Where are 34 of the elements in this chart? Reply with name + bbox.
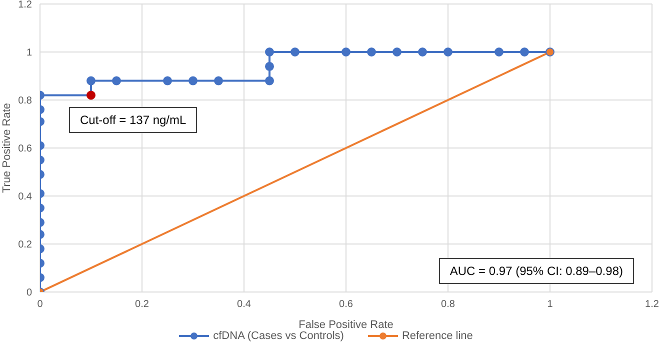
y-axis-title: True Positive Rate xyxy=(0,102,13,194)
point xyxy=(444,48,452,56)
point xyxy=(367,48,376,56)
y-tick-label: 0.2 xyxy=(18,240,32,251)
y-tick-label: 0.8 xyxy=(18,96,32,107)
x-tick-label: 0.2 xyxy=(135,299,150,310)
x-tick-label: 1 xyxy=(547,299,554,310)
point xyxy=(494,48,504,56)
point xyxy=(265,62,274,71)
y-tick-label: 1.2 xyxy=(18,0,32,11)
y-tick-label: 0 xyxy=(26,288,32,299)
x-tick-label: 0.4 xyxy=(237,299,252,310)
point xyxy=(418,48,427,56)
y-tick-label: 0.6 xyxy=(18,144,32,155)
point xyxy=(520,48,529,56)
x-tick-label: 0 xyxy=(37,299,44,310)
legend-label: Reference line xyxy=(400,330,473,342)
point xyxy=(290,48,300,56)
y-tick-label: 1 xyxy=(26,48,32,59)
x-tick-label: 0.8 xyxy=(441,299,456,310)
point xyxy=(163,76,172,86)
x-tick-label: 1.2 xyxy=(645,299,660,310)
annotation: AUC = 0.97 (95% CI: 0.89–0.98) xyxy=(438,258,634,284)
point xyxy=(265,76,274,86)
annotation: Cut-off = 137 ng/mL xyxy=(69,107,198,134)
point xyxy=(265,48,274,56)
legend-label: cfDNA (Cases vs Controls) xyxy=(212,330,344,342)
point xyxy=(214,76,223,86)
point xyxy=(188,76,198,86)
x-tick-label: 0.6 xyxy=(339,299,354,310)
y-tick-label: 0.4 xyxy=(18,192,32,203)
point xyxy=(342,48,350,56)
x-axis-title: False Positive Rate xyxy=(298,319,394,331)
point xyxy=(392,48,402,56)
